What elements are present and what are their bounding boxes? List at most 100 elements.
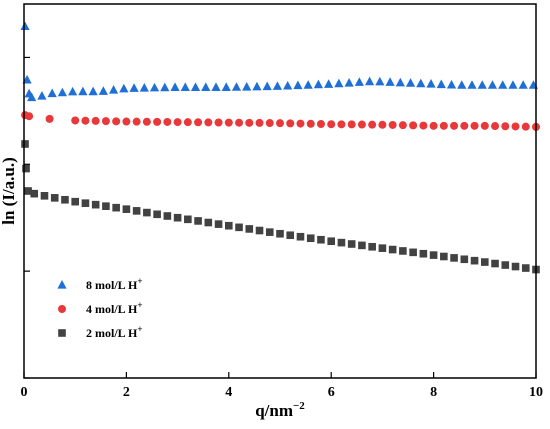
legend-label-text: 2 mol/L H: [86, 326, 138, 340]
data-point-circle-32: [368, 120, 377, 129]
data-point-square-44: [450, 254, 458, 262]
data-point-circle-33: [378, 120, 387, 129]
data-point-square-18: [184, 215, 192, 224]
data-point-circle-6: [101, 117, 110, 126]
data-point-triangle-12: [119, 83, 129, 93]
data-point-circle-38: [429, 121, 438, 130]
data-point-circle-37: [419, 121, 428, 130]
data-point-circle-7: [112, 117, 121, 126]
data-point-square-5: [50, 194, 59, 202]
data-point-triangle-37: [375, 76, 385, 86]
legend-label-square: 2 mol/L H+: [86, 324, 142, 340]
data-point-circle-39: [439, 121, 448, 130]
data-point-circle-23: [276, 119, 284, 128]
legend-label-sup: +: [137, 300, 142, 310]
x-axis-title-text: q/nm: [255, 401, 293, 420]
data-point-triangle-40: [405, 78, 416, 87]
data-point-square-9: [91, 200, 100, 209]
data-point-circle-5: [91, 116, 100, 125]
legend-item-circle: 4 mol/L H+: [58, 300, 142, 316]
data-point-circle-21: [255, 118, 264, 127]
data-point-circle-8: [122, 117, 131, 126]
series-square: [21, 140, 540, 274]
data-point-triangle-32: [324, 79, 334, 88]
data-point-square-10: [102, 202, 110, 210]
data-point-square-32: [327, 237, 335, 246]
data-point-square-22: [225, 221, 233, 230]
data-point-square-27: [276, 229, 284, 238]
data-point-triangle-4: [37, 91, 47, 100]
data-point-triangle-44: [446, 79, 457, 89]
data-point-triangle-3: [27, 92, 37, 102]
data-point-square-51: [521, 264, 530, 272]
data-point-circle-27: [316, 120, 325, 129]
data-point-circle-3: [71, 116, 80, 125]
legend-item-square: 2 mol/L H+: [58, 324, 142, 340]
data-point-triangle-25: [252, 81, 262, 91]
data-point-triangle-10: [98, 86, 108, 95]
data-point-triangle-1: [22, 74, 32, 84]
data-point-circle-16: [204, 118, 213, 127]
data-point-triangle-21: [211, 82, 221, 91]
data-point-circle-20: [245, 118, 254, 127]
data-point-square-43: [440, 252, 448, 261]
data-point-square-48: [491, 259, 499, 268]
data-point-square-39: [399, 247, 407, 255]
data-point-circle-24: [286, 119, 295, 128]
data-point-circle-29: [337, 120, 346, 129]
data-point-triangle-14: [139, 83, 149, 92]
legend-label-sup: +: [137, 324, 142, 334]
data-point-triangle-6: [57, 87, 67, 97]
y-axis-title: ln (I/a.u.): [0, 157, 18, 225]
data-point-triangle-27: [272, 81, 283, 90]
x-tick-label-3: 6: [328, 385, 335, 400]
data-point-circle-47: [521, 122, 530, 131]
data-point-triangle-8: [78, 86, 88, 96]
data-point-triangle-35: [354, 77, 364, 86]
x-tick-label-5: 10: [529, 385, 543, 400]
data-point-triangle-47: [477, 80, 487, 89]
data-point-triangle-30: [303, 80, 313, 89]
data-point-triangle-50: [508, 80, 518, 89]
data-point-triangle-0: [20, 21, 30, 31]
data-point-triangle-33: [334, 78, 344, 88]
data-point-triangle-9: [88, 86, 98, 96]
legend-label-sup: +: [137, 276, 142, 286]
data-point-square-41: [419, 249, 428, 258]
data-point-triangle-31: [313, 79, 323, 89]
data-point-triangle-11: [109, 85, 119, 94]
data-point-square-16: [163, 212, 172, 220]
legend-label-circle: 4 mol/L H+: [86, 300, 142, 316]
x-tick-label-0: 0: [21, 385, 28, 400]
data-point-circle-2: [45, 114, 54, 123]
data-point-triangle-34: [344, 77, 354, 87]
x-tick-label-4: 8: [430, 385, 437, 400]
data-point-square-33: [337, 238, 346, 247]
data-point-square-17: [173, 213, 182, 222]
data-point-square-36: [368, 242, 376, 251]
data-point-triangle-46: [467, 80, 477, 89]
legend: 8 mol/L H+4 mol/L H+2 mol/L H+: [57, 276, 142, 340]
data-point-square-7: [71, 197, 79, 206]
data-point-circle-4: [81, 116, 90, 125]
data-point-square-19: [194, 217, 202, 225]
data-point-square-11: [112, 203, 120, 212]
data-marks: [20, 21, 540, 274]
data-point-square-1: [22, 164, 30, 173]
data-point-square-25: [255, 226, 264, 235]
data-point-triangle-41: [416, 78, 426, 88]
data-point-circle-11: [153, 117, 162, 126]
data-point-circle-35: [398, 121, 407, 130]
data-point-square-30: [306, 234, 315, 243]
data-point-triangle-22: [221, 82, 231, 91]
data-point-circle-15: [194, 118, 203, 127]
data-point-circle-10: [142, 117, 151, 126]
data-point-triangle-20: [201, 82, 211, 91]
data-point-circle-44: [491, 122, 500, 131]
data-point-square-4: [40, 192, 49, 200]
data-point-triangle-38: [385, 77, 395, 86]
x-tick-label-2: 4: [225, 385, 232, 400]
data-point-circle-1: [25, 112, 34, 121]
data-point-triangle-7: [68, 86, 78, 96]
